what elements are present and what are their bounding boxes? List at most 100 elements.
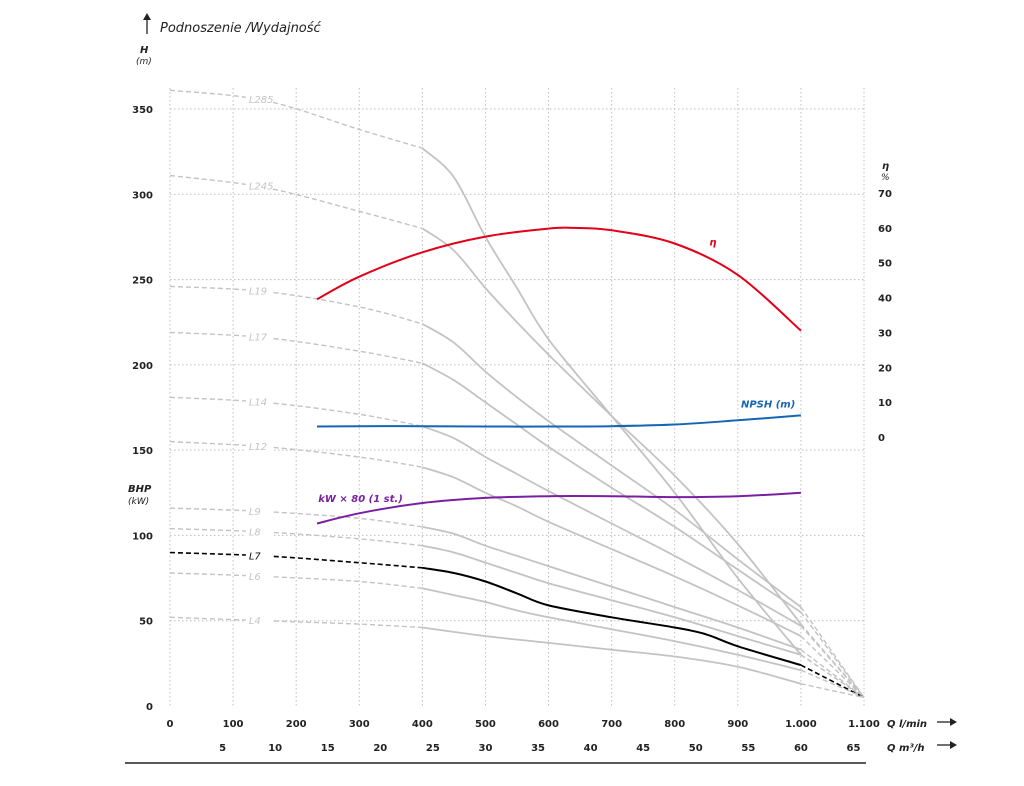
model-label-background [245, 284, 272, 298]
x-m3h-tick-label: 50 [689, 743, 703, 754]
npsh-curve [316, 414, 801, 428]
title-arrow-icon [143, 13, 151, 34]
x-lmin-tick-label: 1.100 [848, 719, 880, 730]
h-axis-letter: H [140, 45, 149, 56]
model-label-background [245, 439, 272, 453]
x-m3h-tick-label: 15 [321, 743, 335, 754]
pump-curve [421, 323, 802, 608]
eta-tick-label: 10 [878, 398, 892, 409]
x-m3h-tick-label: 30 [478, 743, 492, 754]
model-label-background [245, 614, 272, 628]
q-lmin-axis-label: Q l/min [887, 719, 927, 730]
x-m3h-tick-label: 35 [531, 743, 545, 754]
y-tick-label: 300 [132, 190, 153, 201]
overlay-curves: η NPSH (m) kW × 80 (1 st.) [316, 226, 802, 525]
model-label: L8 [249, 527, 261, 538]
y-tick-label: 150 [132, 446, 153, 457]
y-tick-label: 100 [132, 531, 153, 542]
y-tick-label: 250 [132, 276, 153, 287]
pump-curve [421, 362, 802, 613]
x-lmin-tick-label: 100 [223, 719, 244, 730]
model-label: L245 [249, 181, 274, 192]
x-lmin-tick-label: 700 [601, 719, 622, 730]
model-label: L17 [249, 333, 268, 344]
q-m3h-axis-label: Q m³/h [887, 743, 925, 754]
efficiency-curve [316, 226, 802, 332]
eta-tick-label: 70 [878, 189, 892, 200]
model-label-background [245, 330, 272, 344]
eta-tick-label: 40 [878, 294, 892, 305]
pump-curves: L285 L245 L19 L17 L14 L12 L9 L8 L7 L6 L4 [169, 89, 865, 699]
model-label: L19 [249, 287, 267, 298]
x-m3h-tick-label: 25 [426, 743, 440, 754]
pump-curve-tail [800, 669, 865, 699]
x-m3h-tick-label: 65 [847, 743, 861, 754]
axes: 0 50 100 150 200 250 300 350 0 10 20 30 40 50 60 700 100… [132, 105, 892, 754]
model-label: L4 [249, 616, 261, 627]
x-lmin-tick-label: 600 [538, 719, 559, 730]
model-label-background [245, 525, 272, 539]
eta-tick-label: 30 [878, 328, 892, 339]
efficiency-label: η [709, 237, 716, 248]
pump-curve [421, 227, 802, 625]
x-lmin-tick-label: 900 [727, 719, 748, 730]
pump-curve [422, 626, 802, 685]
pump-curve-dashed [169, 331, 423, 364]
pump-curve-dashed [169, 174, 423, 230]
x-m3h-tick-label: 40 [584, 743, 598, 754]
pump-curve-tail [800, 635, 865, 698]
pump-curve-dashed [169, 396, 423, 427]
eta-tick-label: 0 [878, 433, 885, 444]
pump-curve [422, 566, 802, 667]
bhp-axis-unit: (kW) [128, 497, 149, 507]
y-tick-label: 0 [146, 702, 153, 713]
model-label: L7 [249, 551, 262, 562]
pump-curve [422, 544, 802, 656]
pump-curve-tail [800, 683, 865, 699]
q-lmin-arrow-icon [937, 718, 957, 726]
h-axis-unit: (m) [136, 57, 152, 67]
x-m3h-tick-label: 55 [741, 743, 755, 754]
grid [169, 88, 865, 706]
x-m3h-tick-label: 5 [219, 743, 226, 754]
model-label-background [245, 179, 272, 193]
x-m3h-tick-label: 20 [373, 743, 387, 754]
model-label-background [245, 504, 272, 518]
model-label-background [245, 92, 272, 106]
model-label-background [245, 395, 272, 409]
y-tick-label: 50 [139, 617, 153, 628]
pump-curve-dashed [169, 89, 423, 149]
pump-curve-dashed [169, 285, 423, 325]
pump-curve [421, 147, 802, 656]
npsh-label: NPSH (m) [741, 399, 795, 410]
x-m3h-tick-label: 45 [636, 743, 650, 754]
x-lmin-tick-label: 200 [286, 719, 307, 730]
model-label: L9 [249, 507, 261, 518]
model-label-background [245, 569, 272, 583]
x-m3h-tick-label: 10 [268, 743, 282, 754]
model-label: L6 [249, 572, 261, 583]
eta-tick-label: 50 [878, 259, 892, 270]
x-lmin-tick-label: 1.000 [785, 719, 817, 730]
pump-curve-tail [800, 654, 865, 699]
x-lmin-tick-label: 800 [664, 719, 685, 730]
pump-curve [422, 466, 802, 637]
y-tick-label: 350 [132, 105, 153, 116]
pump-curve [422, 526, 802, 651]
eta-tick-label: 20 [878, 363, 892, 374]
pump-curve-tail [800, 611, 865, 698]
eta-axis-unit: % [881, 173, 890, 183]
x-lmin-tick-label: 400 [412, 719, 433, 730]
x-m3h-tick-label: 60 [794, 743, 808, 754]
power-label: kW × 80 (1 st.) [318, 494, 403, 505]
model-label: L14 [249, 398, 267, 409]
x-lmin-tick-label: 500 [475, 719, 496, 730]
model-label: L285 [249, 95, 274, 106]
pump-curve [422, 425, 802, 627]
q-m3h-arrow-icon [937, 741, 957, 749]
model-label-background [245, 549, 272, 563]
eta-axis-letter: η [882, 161, 889, 172]
pump-curve-dashed [169, 616, 423, 629]
eta-tick-label: 60 [878, 224, 892, 235]
